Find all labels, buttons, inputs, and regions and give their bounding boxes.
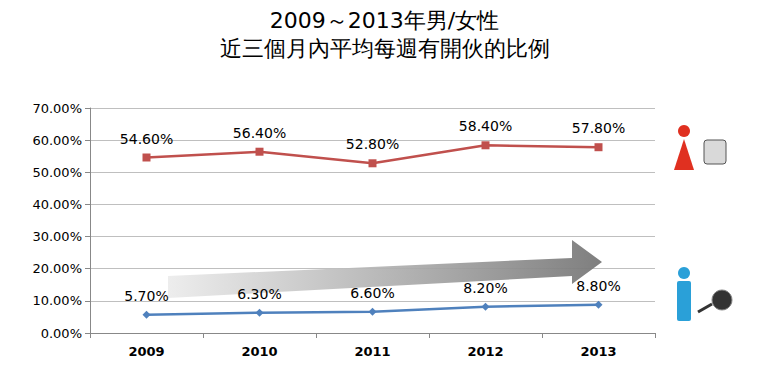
svg-text:40.00%: 40.00% [32, 197, 82, 212]
svg-text:60.00%: 60.00% [32, 133, 82, 148]
svg-text:8.80%: 8.80% [576, 278, 620, 294]
svg-text:5.70%: 5.70% [124, 288, 168, 304]
svg-text:2011: 2011 [354, 344, 390, 359]
svg-text:2013: 2013 [580, 344, 616, 359]
svg-text:30.00%: 30.00% [32, 229, 82, 244]
svg-text:6.30%: 6.30% [237, 286, 281, 302]
svg-text:8.20%: 8.20% [463, 280, 507, 296]
svg-text:54.60%: 54.60% [120, 131, 173, 147]
svg-text:57.80%: 57.80% [572, 120, 625, 136]
svg-text:50.00%: 50.00% [32, 165, 82, 180]
svg-text:6.60%: 6.60% [350, 285, 394, 301]
svg-text:2012: 2012 [467, 344, 503, 359]
svg-text:58.40%: 58.40% [459, 118, 512, 134]
svg-text:0.00%: 0.00% [41, 326, 82, 341]
svg-text:70.00%: 70.00% [32, 101, 82, 116]
svg-text:56.40%: 56.40% [233, 125, 286, 141]
svg-text:10.00%: 10.00% [32, 293, 82, 308]
svg-text:2009: 2009 [128, 344, 164, 359]
svg-text:52.80%: 52.80% [346, 136, 399, 152]
svg-text:近三個月內平均每週有開伙的比例: 近三個月內平均每週有開伙的比例 [220, 36, 550, 61]
svg-text:20.00%: 20.00% [32, 261, 82, 276]
svg-text:2010: 2010 [241, 344, 277, 359]
svg-text:2009～2013年男/女性: 2009～2013年男/女性 [270, 8, 499, 33]
